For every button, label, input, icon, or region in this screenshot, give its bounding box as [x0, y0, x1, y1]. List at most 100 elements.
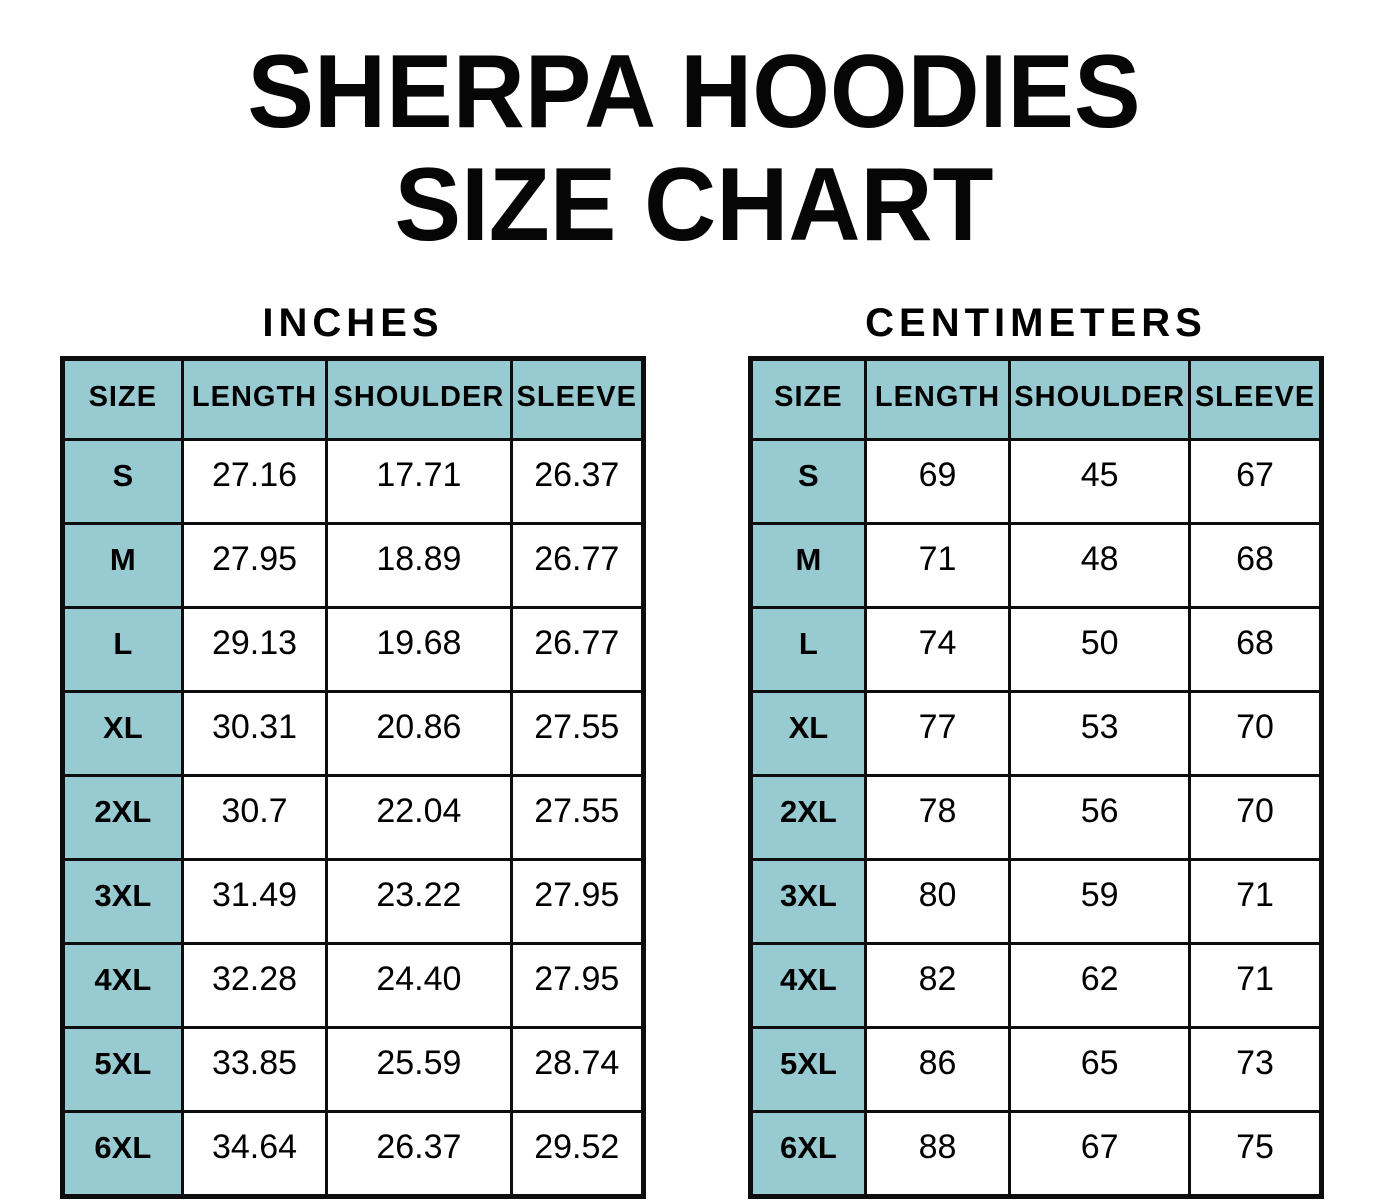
measurement-cell: 78 — [863, 773, 1012, 861]
column-header-cell: SLEEVE — [1188, 356, 1323, 441]
inches-section: INCHES SIZE LENGTH SHOULDER SLEEVE S 27.16 17… — [60, 301, 646, 1199]
measurement-cell: 27.55 — [509, 773, 645, 861]
measurement-cell: 26.37 — [509, 437, 645, 525]
measurement-cell: 65 — [1008, 1025, 1192, 1113]
measurement-cell: 88 — [863, 1109, 1012, 1198]
measurement-cell: 48 — [1008, 521, 1192, 609]
column-header-cell: SLEEVE — [509, 356, 645, 441]
size-label-cell: S — [749, 437, 867, 525]
header-row: SIZE LENGTH SHOULDER SLEEVE — [61, 356, 645, 441]
measurement-cell: 34.64 — [180, 1109, 329, 1198]
measurement-cell: 69 — [863, 437, 1012, 525]
size-label-cell: 5XL — [61, 1025, 184, 1113]
measurement-cell: 18.89 — [325, 521, 513, 609]
table-row: L 29.13 19.68 26.77 — [61, 605, 645, 693]
measurement-cell: 73 — [1188, 1025, 1323, 1113]
measurement-cell: 31.49 — [180, 857, 329, 945]
table-row: 3XL 80 59 71 — [749, 857, 1323, 945]
table-row: S 69 45 67 — [749, 437, 1323, 525]
size-label-cell: M — [749, 521, 867, 609]
table-row: 2XL 30.7 22.04 27.55 — [61, 773, 645, 861]
table-row: XL 77 53 70 — [749, 689, 1323, 777]
measurement-cell: 71 — [1188, 857, 1323, 945]
measurement-cell: 56 — [1008, 773, 1192, 861]
table-row: 5XL 86 65 73 — [749, 1025, 1323, 1113]
measurement-cell: 26.77 — [509, 521, 645, 609]
size-label-cell: 3XL — [61, 857, 184, 945]
table-row: 6XL 34.64 26.37 29.52 — [61, 1109, 645, 1198]
measurement-cell: 70 — [1188, 773, 1323, 861]
measurement-cell: 74 — [863, 605, 1012, 693]
page-title: SHERPA HOODIES SIZE CHART — [0, 0, 1388, 263]
measurement-cell: 27.55 — [509, 689, 645, 777]
column-header-cell: SIZE — [61, 356, 184, 441]
size-label-cell: L — [749, 605, 867, 693]
measurement-cell: 27.95 — [509, 857, 645, 945]
size-label-cell: 3XL — [749, 857, 867, 945]
centimeters-table: SIZE LENGTH SHOULDER SLEEVE S 69 45 67 M 71 48 68 L… — [748, 355, 1324, 1199]
measurement-cell: 71 — [1188, 941, 1323, 1029]
table-row: L 74 50 68 — [749, 605, 1323, 693]
column-header-cell: LENGTH — [863, 356, 1012, 441]
table-row: 5XL 33.85 25.59 28.74 — [61, 1025, 645, 1113]
column-header-cell: LENGTH — [180, 356, 329, 441]
size-label-cell: 6XL — [61, 1109, 184, 1198]
measurement-cell: 45 — [1008, 437, 1192, 525]
measurement-cell: 71 — [863, 521, 1012, 609]
size-label-cell: M — [61, 521, 184, 609]
measurement-cell: 22.04 — [325, 773, 513, 861]
size-label-cell: 5XL — [749, 1025, 867, 1113]
measurement-cell: 20.86 — [325, 689, 513, 777]
measurement-cell: 32.28 — [180, 941, 329, 1029]
measurement-cell: 68 — [1188, 605, 1323, 693]
page-title-line-2: SIZE CHART — [394, 147, 994, 264]
measurement-cell: 26.77 — [509, 605, 645, 693]
measurement-cell: 28.74 — [509, 1025, 645, 1113]
size-label-cell: XL — [61, 689, 184, 777]
size-label-cell: 6XL — [749, 1109, 867, 1198]
column-header-cell: SIZE — [749, 356, 867, 441]
measurement-cell: 29.13 — [180, 605, 329, 693]
size-label-cell: 2XL — [61, 773, 184, 861]
measurement-cell: 19.68 — [325, 605, 513, 693]
table-row: XL 30.31 20.86 27.55 — [61, 689, 645, 777]
centimeters-heading: CENTIMETERS — [865, 300, 1207, 345]
table-row: M 27.95 18.89 26.77 — [61, 521, 645, 609]
measurement-cell: 17.71 — [325, 437, 513, 525]
size-label-cell: S — [61, 437, 184, 525]
table-row: 6XL 88 67 75 — [749, 1109, 1323, 1198]
header-row: SIZE LENGTH SHOULDER SLEEVE — [749, 356, 1323, 441]
measurement-cell: 67 — [1188, 437, 1323, 525]
size-label-cell: 2XL — [749, 773, 867, 861]
measurement-cell: 59 — [1008, 857, 1192, 945]
measurement-cell: 33.85 — [180, 1025, 329, 1113]
measurement-cell: 68 — [1188, 521, 1323, 609]
measurement-cell: 77 — [863, 689, 1012, 777]
inches-table: SIZE LENGTH SHOULDER SLEEVE S 27.16 17.71 26.3… — [60, 355, 646, 1199]
measurement-cell: 24.40 — [325, 941, 513, 1029]
size-label-cell: 4XL — [61, 941, 184, 1029]
measurement-cell: 86 — [863, 1025, 1012, 1113]
size-label-cell: L — [61, 605, 184, 693]
table-row: 4XL 32.28 24.40 27.95 — [61, 941, 645, 1029]
size-label-cell: XL — [749, 689, 867, 777]
size-label-cell: 4XL — [749, 941, 867, 1029]
measurement-cell: 27.95 — [180, 521, 329, 609]
measurement-cell: 26.37 — [325, 1109, 513, 1198]
measurement-cell: 27.16 — [180, 437, 329, 525]
table-row: 3XL 31.49 23.22 27.95 — [61, 857, 645, 945]
tables-row: INCHES SIZE LENGTH SHOULDER SLEEVE S 27.16 17… — [0, 301, 1388, 1199]
measurement-cell: 80 — [863, 857, 1012, 945]
measurement-cell: 75 — [1188, 1109, 1323, 1198]
measurement-cell: 27.95 — [509, 941, 645, 1029]
table-row: 2XL 78 56 70 — [749, 773, 1323, 861]
table-row: M 71 48 68 — [749, 521, 1323, 609]
measurement-cell: 30.31 — [180, 689, 329, 777]
measurement-cell: 50 — [1008, 605, 1192, 693]
inches-heading: INCHES — [262, 300, 444, 345]
measurement-cell: 62 — [1008, 941, 1192, 1029]
measurement-cell: 67 — [1008, 1109, 1192, 1198]
measurement-cell: 53 — [1008, 689, 1192, 777]
measurement-cell: 23.22 — [325, 857, 513, 945]
